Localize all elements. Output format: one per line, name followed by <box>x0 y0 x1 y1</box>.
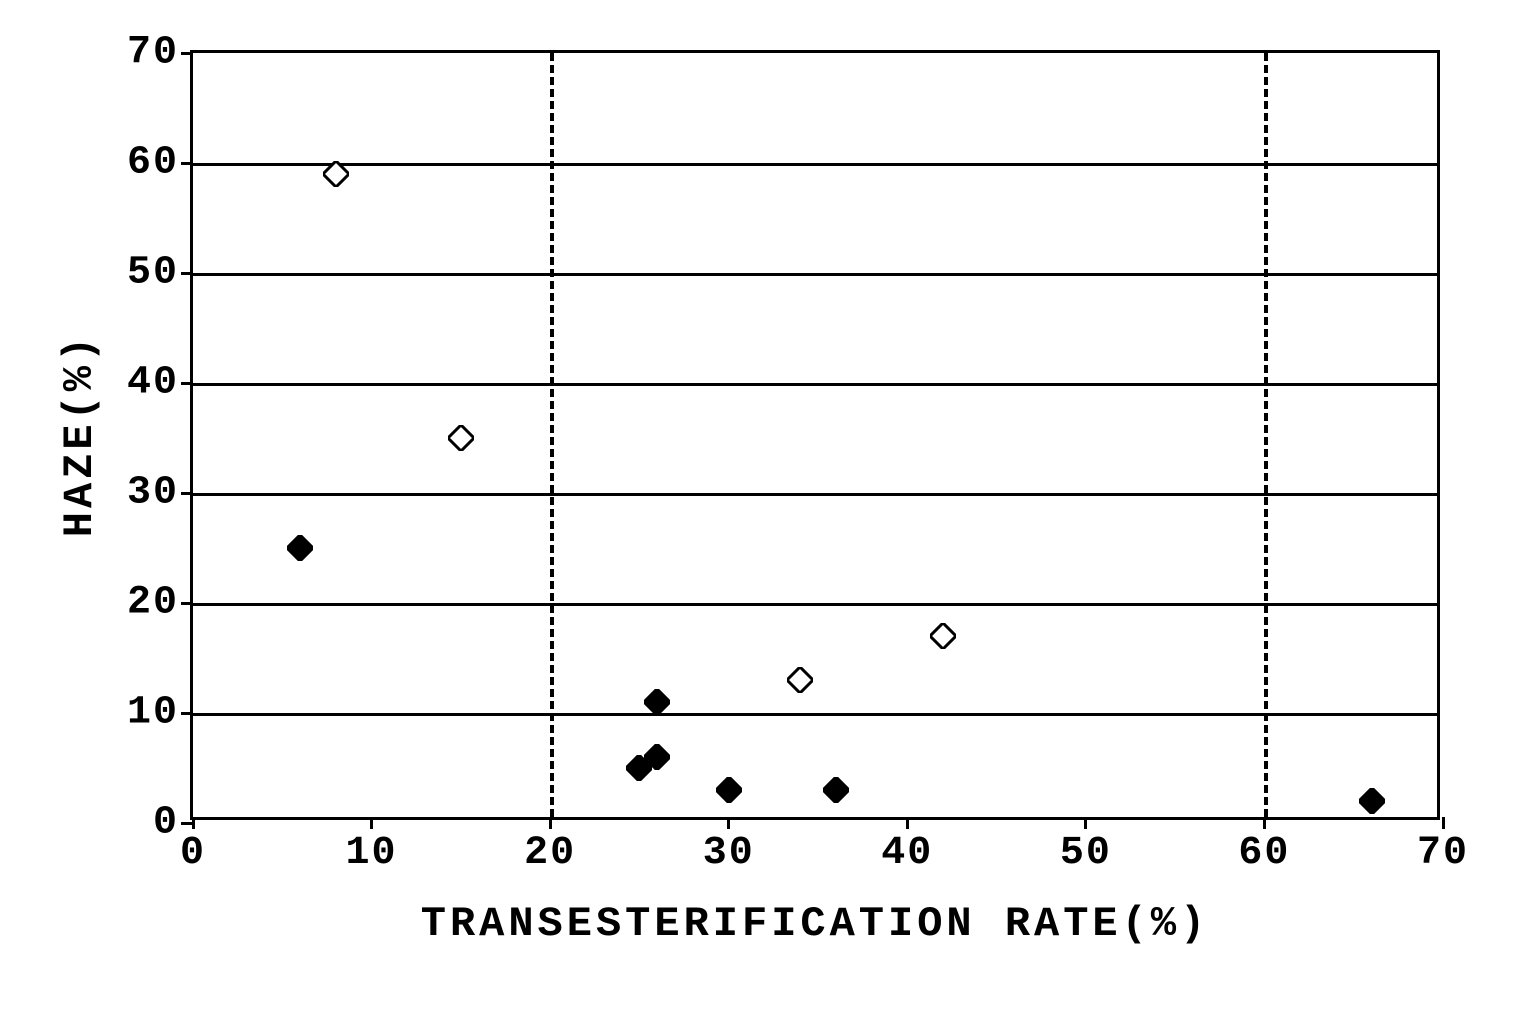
scatter-chart: 010203040506070010203040506070 HAZE(%) T… <box>60 30 1480 990</box>
tick-y <box>181 272 193 275</box>
gridline-h <box>193 603 1437 606</box>
tick-y <box>181 712 193 715</box>
tick-y <box>181 382 193 385</box>
data-point <box>930 623 956 649</box>
x-tick-label: 30 <box>703 831 755 876</box>
data-point <box>716 777 742 803</box>
y-tick-label: 0 <box>153 801 179 846</box>
gridline-h <box>193 713 1437 716</box>
x-tick-label: 50 <box>1060 831 1112 876</box>
data-point <box>644 744 670 770</box>
data-point <box>823 777 849 803</box>
y-tick-label: 50 <box>127 251 179 296</box>
x-axis-label: TRANSESTERIFICATION RATE(%) <box>421 900 1210 948</box>
x-tick-label: 40 <box>881 831 933 876</box>
tick-y <box>181 162 193 165</box>
x-tick-label: 0 <box>180 831 206 876</box>
y-tick-label: 40 <box>127 361 179 406</box>
tick-y <box>181 52 193 55</box>
gridline-h <box>193 163 1437 166</box>
reference-line <box>550 53 554 817</box>
tick-x <box>1263 817 1266 829</box>
data-point <box>287 535 313 561</box>
data-point <box>787 667 813 693</box>
gridline-h <box>193 493 1437 496</box>
y-tick-label: 60 <box>127 141 179 186</box>
tick-x <box>906 817 909 829</box>
y-tick-label: 30 <box>127 471 179 516</box>
gridline-h <box>193 273 1437 276</box>
plot-area: 010203040506070010203040506070 <box>190 50 1440 820</box>
y-tick-label: 70 <box>127 31 179 76</box>
data-point <box>644 689 670 715</box>
x-tick-label: 60 <box>1238 831 1290 876</box>
reference-line <box>1264 53 1268 817</box>
y-axis-label: HAZE(%) <box>56 333 104 537</box>
tick-x <box>1442 817 1445 829</box>
tick-y <box>181 602 193 605</box>
tick-y <box>181 492 193 495</box>
tick-x <box>192 817 195 829</box>
tick-x <box>549 817 552 829</box>
tick-x <box>727 817 730 829</box>
tick-x <box>370 817 373 829</box>
y-tick-label: 20 <box>127 581 179 626</box>
x-tick-label: 20 <box>524 831 576 876</box>
x-tick-label: 10 <box>346 831 398 876</box>
data-point <box>448 425 474 451</box>
y-tick-label: 10 <box>127 691 179 736</box>
data-point <box>1359 788 1385 814</box>
tick-x <box>1084 817 1087 829</box>
gridline-h <box>193 383 1437 386</box>
x-tick-label: 70 <box>1417 831 1469 876</box>
data-point <box>323 161 349 187</box>
